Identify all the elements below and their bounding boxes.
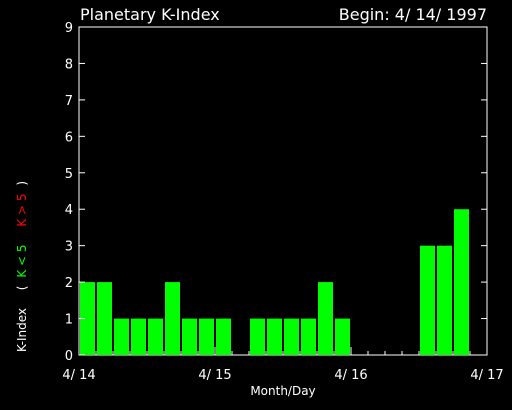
k-index-bar (318, 282, 333, 355)
y-axis-label-low: K < 5 (15, 244, 29, 277)
y-axis-label-close: ) (15, 181, 29, 186)
y-axis-label: K-Index ( K < 5 K > 5 ) (15, 181, 29, 352)
chart-title: Planetary K-Index (80, 5, 220, 24)
k-index-bar (148, 318, 163, 355)
k-index-bar (80, 282, 95, 355)
k-index-bar (454, 209, 469, 355)
y-axis-ticks: 0 1 2 3 4 5 6 7 8 9 (65, 21, 487, 364)
x-axis-label: Month/Day (250, 384, 315, 398)
begin-date-label: Begin: 4/ 14/ 1997 (339, 5, 487, 24)
y-tick-label: 5 (65, 167, 73, 182)
y-tick-label: 7 (65, 94, 73, 109)
y-axis-label-prefix: K-Index (15, 308, 29, 352)
k-index-bar (165, 282, 180, 355)
k-index-bar (420, 245, 435, 355)
k-index-bar (267, 318, 282, 355)
y-tick-label: 3 (65, 240, 73, 255)
x-tick-label: 4/ 15 (198, 368, 231, 383)
k-index-bar (131, 318, 146, 355)
x-tick-label: 4/ 16 (334, 368, 367, 383)
x-axis-ticks: 4/ 14 4/ 15 4/ 16 4/ 17 (62, 347, 504, 383)
x-tick-label: 4/ 17 (470, 368, 503, 383)
y-tick-label: 4 (65, 203, 73, 218)
k-index-bar (97, 282, 112, 355)
y-axis-label-open: ( (15, 286, 29, 291)
y-tick-label: 9 (65, 21, 73, 36)
y-tick-label: 1 (65, 313, 73, 328)
k-index-bar (335, 318, 350, 355)
y-tick-label: 2 (65, 276, 73, 291)
x-tick-label: 4/ 14 (62, 368, 95, 383)
k-index-bar (284, 318, 299, 355)
k-index-bar (250, 318, 265, 355)
k-index-bar (114, 318, 129, 355)
y-axis-label-high: K > 5 (15, 193, 29, 226)
y-tick-label: 8 (65, 57, 73, 72)
k-index-bar (437, 245, 452, 355)
k-index-bar (216, 318, 231, 355)
k-index-bar (199, 318, 214, 355)
y-tick-label: 6 (65, 130, 73, 145)
k-index-bar (182, 318, 197, 355)
k-index-bar (301, 318, 316, 355)
bar-series (80, 209, 469, 355)
y-tick-label: 0 (65, 349, 73, 364)
